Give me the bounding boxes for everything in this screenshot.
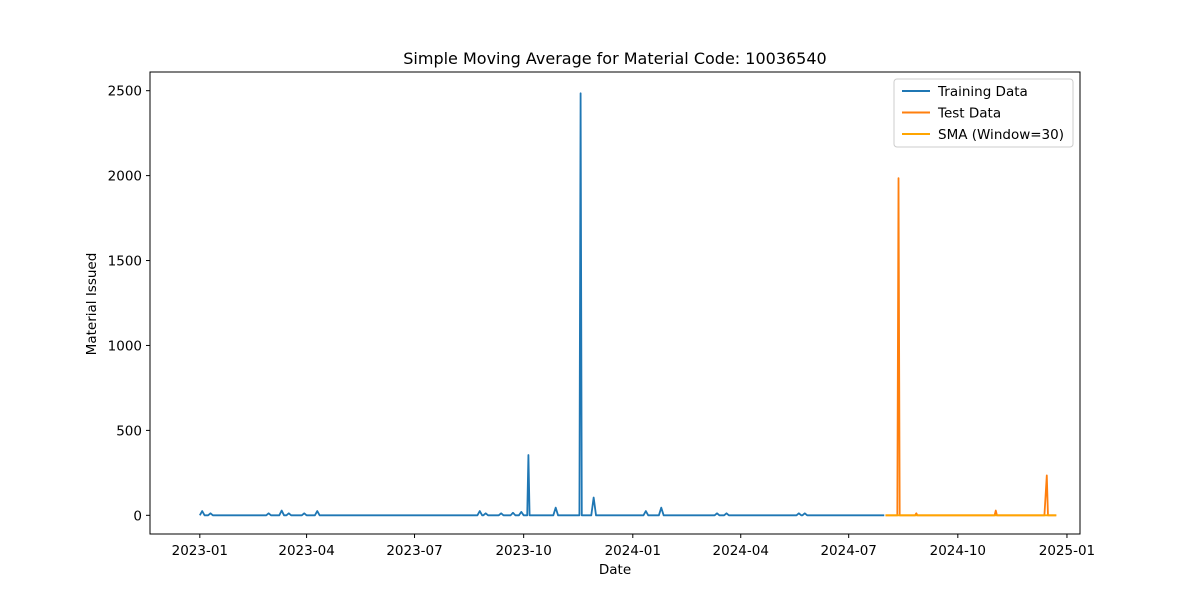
axes: 2023-01 2023-04 2023-07 2023-10 2024-01 2024-… — [108, 84, 1096, 559]
x-tick-label: 2025-01 — [1039, 543, 1095, 559]
x-tick-label: 2023-04 — [278, 543, 334, 559]
y-tick-label: 0 — [133, 508, 142, 524]
x-axis-label: Date — [599, 562, 631, 578]
y-tick-label: 2500 — [108, 84, 142, 100]
series-line-1 — [199, 92, 885, 517]
plot-frame — [149, 71, 1081, 535]
legend-label-3: SMA (Window=30) — [938, 127, 1064, 143]
y-tick-label: 500 — [116, 423, 142, 439]
y-tick-label: 1000 — [108, 338, 142, 354]
series-line-2 — [885, 177, 1057, 517]
x-tick-label: 2023-07 — [386, 543, 442, 559]
x-tick-label: 2024-07 — [820, 543, 876, 559]
x-tick-label: 2024-10 — [930, 543, 986, 559]
legend-label-2: Test Data — [937, 106, 1001, 122]
plot-area — [199, 92, 1057, 517]
x-tick-label: 2024-01 — [605, 543, 661, 559]
y-axis-label: Material Issued — [84, 253, 100, 356]
x-tick-label: 2023-10 — [495, 543, 551, 559]
x-tick-label: 2024-04 — [713, 543, 769, 559]
legend: Training Data Test Data SMA (Window=30) — [893, 78, 1074, 148]
legend-box — [893, 78, 1074, 148]
chart-title: Simple Moving Average for Material Code:… — [403, 49, 826, 68]
y-tick-label: 2000 — [108, 169, 142, 185]
legend-label-1: Training Data — [937, 84, 1028, 100]
x-tick-label: 2023-01 — [172, 543, 228, 559]
y-tick-label: 1500 — [108, 254, 142, 270]
